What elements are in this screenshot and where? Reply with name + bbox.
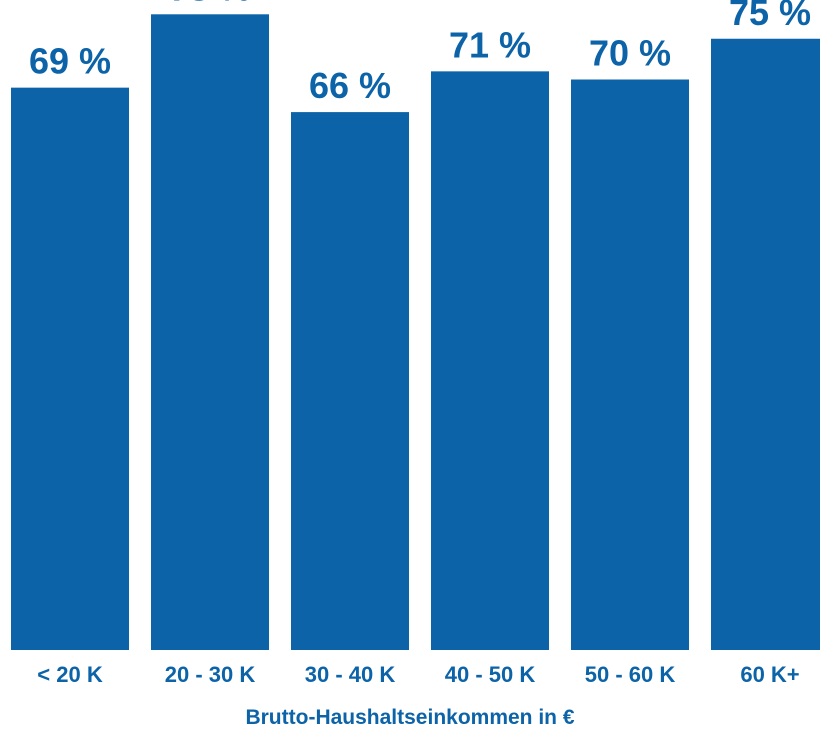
x-axis-title: Brutto-Haushaltseinkommen in € xyxy=(245,706,574,729)
bar-4 xyxy=(431,71,549,651)
bar-value-label-6: 75 % xyxy=(729,0,811,33)
x-tick-label-6: 60 K+ xyxy=(740,662,799,687)
value-labels-group: 69 % 78 % 66 % 71 % 70 % 75 % xyxy=(29,0,811,106)
x-tick-label-2: 20 - 30 K xyxy=(165,662,256,687)
x-tick-labels-group: < 20 K 20 - 30 K 30 - 40 K 40 - 50 K 50 - 60… xyxy=(37,662,799,687)
x-tick-label-5: 50 - 60 K xyxy=(585,662,676,687)
bar-value-label-3: 66 % xyxy=(309,65,391,106)
bar-1 xyxy=(11,87,129,650)
bars-group xyxy=(11,14,820,651)
x-tick-label-1: < 20 K xyxy=(37,662,103,687)
bar-value-label-2: 78 % xyxy=(169,0,251,8)
bar-value-label-5: 70 % xyxy=(589,33,671,74)
bar-5 xyxy=(571,79,689,650)
bar-3 xyxy=(291,112,409,651)
x-tick-label-3: 30 - 40 K xyxy=(305,662,396,687)
bar-6 xyxy=(711,38,820,650)
x-tick-label-4: 40 - 50 K xyxy=(445,662,536,687)
bar-value-label-4: 71 % xyxy=(449,24,531,65)
bar-value-label-1: 69 % xyxy=(29,41,111,82)
bar-2 xyxy=(151,14,269,651)
